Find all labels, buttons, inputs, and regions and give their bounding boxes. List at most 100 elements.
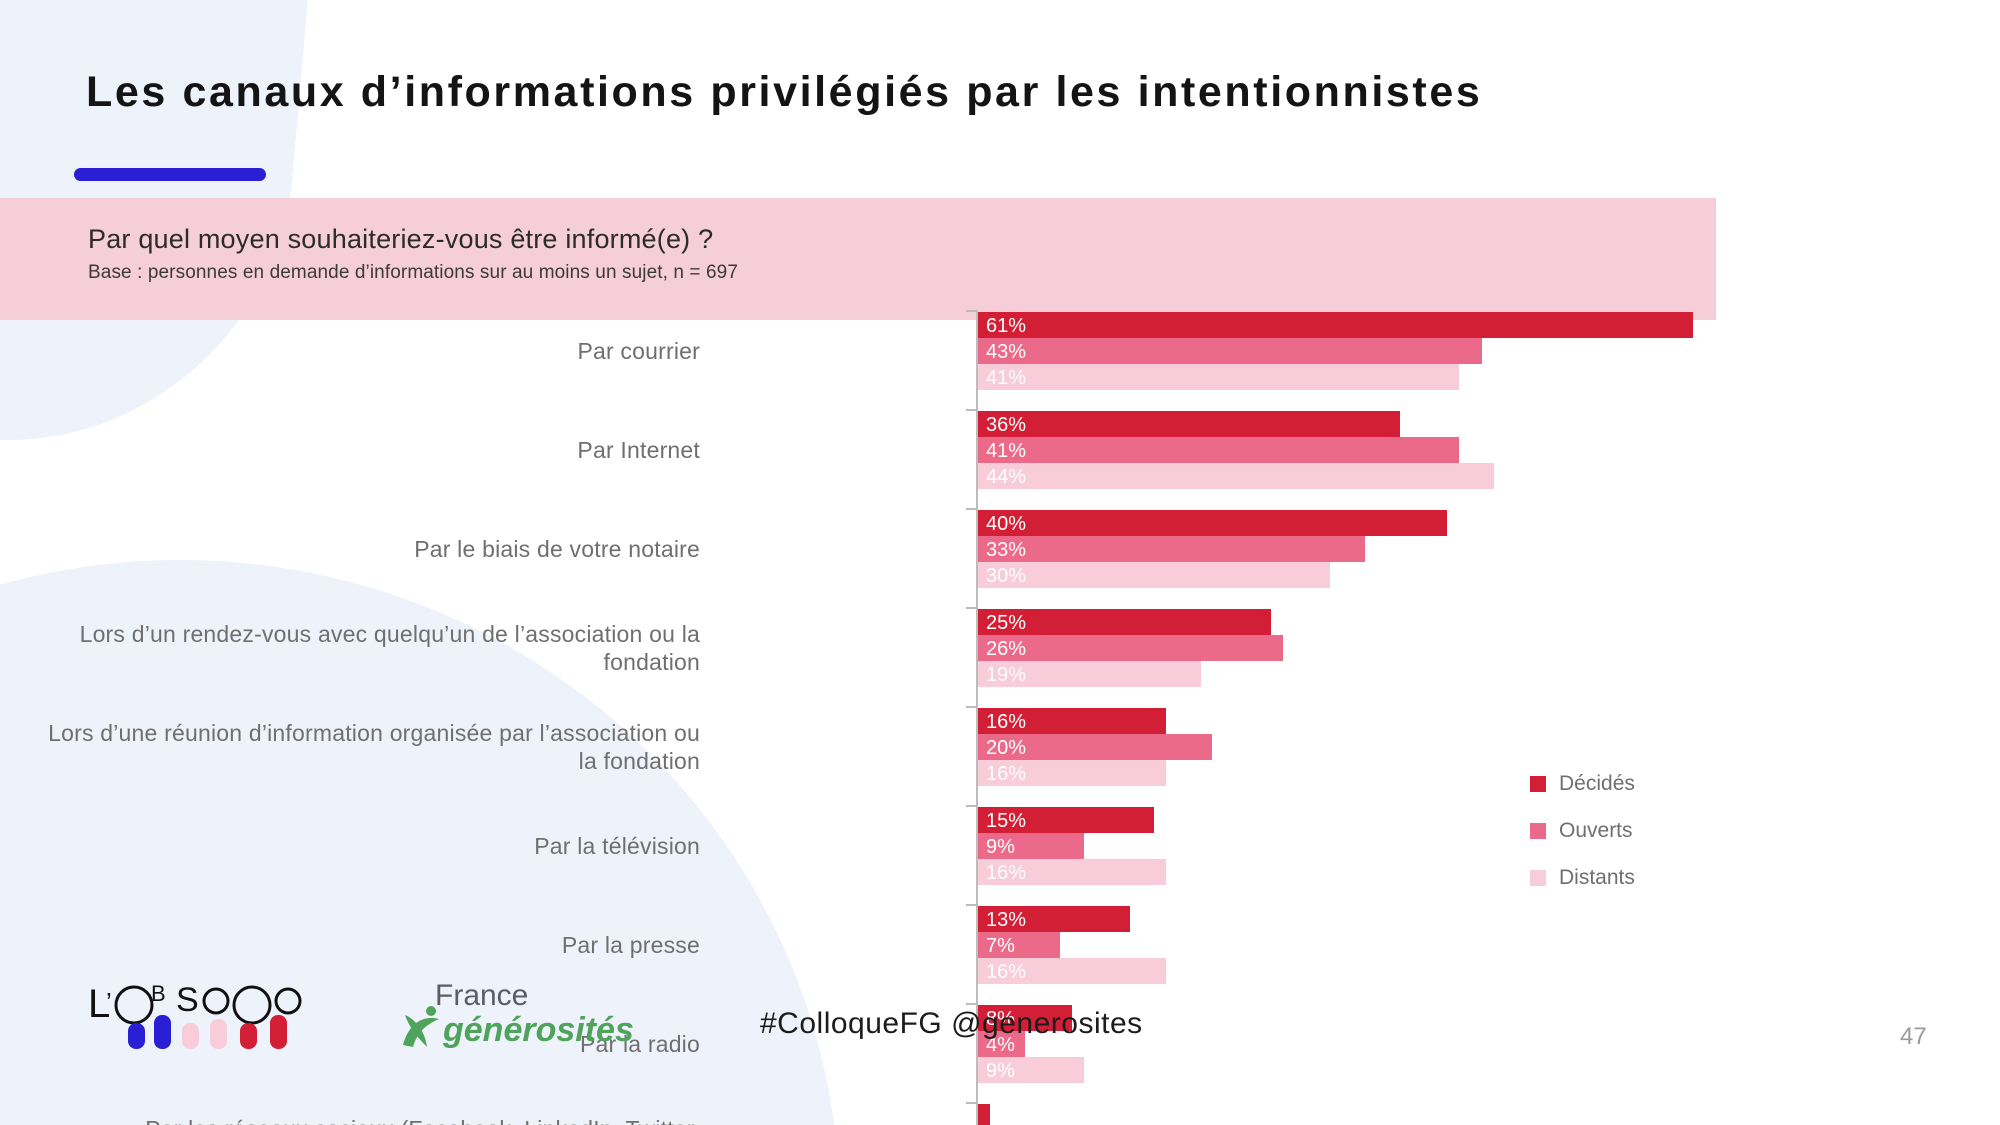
- bar-distants: 16%: [978, 760, 1166, 786]
- bar-value-label: 41%: [986, 367, 1027, 389]
- bar-décidés: 13%: [978, 906, 1131, 932]
- bar-value-label: 43%: [986, 341, 1027, 363]
- bar-value-label: 7%: [986, 935, 1015, 957]
- question-base-text: Base : personnes en demande d’informatio…: [88, 262, 738, 283]
- bar-group: Par les réseaux sociaux (Facebook, Linke…: [0, 1102, 1800, 1125]
- svg-text:L: L: [88, 982, 110, 1026]
- chart-axis-line: [976, 312, 978, 1125]
- bar-décidés: 61%: [978, 312, 1694, 338]
- bar-value-label: 16%: [986, 763, 1027, 785]
- france-generosites-logo: France générosités: [395, 975, 725, 1057]
- title-underline-rule: [74, 168, 266, 181]
- bar-value-label: 44%: [986, 466, 1027, 488]
- bar-group: Par la télévision 15% 9% 16%: [0, 805, 1800, 885]
- bar-value-label: 15%: [986, 810, 1027, 832]
- bar-value-label: 40%: [986, 513, 1027, 535]
- bar-group: Lors d’un rendez-vous avec quelqu’un de …: [0, 607, 1800, 687]
- legend-item[interactable]: Distants: [1530, 854, 1635, 901]
- bar-décidés: 40%: [978, 510, 1447, 536]
- bar-value-label: 36%: [986, 414, 1027, 436]
- bar-value-label: 25%: [986, 612, 1027, 634]
- bar-ouverts: 4%: [978, 1031, 1025, 1057]
- bar-ouverts: 43%: [978, 338, 1483, 364]
- legend-item[interactable]: Ouverts: [1530, 807, 1635, 854]
- bar-ouverts: 41%: [978, 437, 1459, 463]
- bar-value-label: 19%: [986, 664, 1027, 686]
- category-label: Par courrier: [577, 338, 700, 364]
- category-label: Par la télévision: [534, 833, 700, 859]
- page-number: 47: [1900, 1023, 1927, 1050]
- question-text: Par quel moyen souhaiteriez-vous être in…: [88, 224, 714, 254]
- legend-swatch-icon: [1530, 775, 1546, 792]
- bar-value-label: 13%: [986, 909, 1027, 931]
- bar-value-label: 9%: [986, 836, 1015, 858]
- bar-distants: 16%: [978, 859, 1166, 885]
- legend-label: Distants: [1559, 865, 1635, 889]
- bar-décidés: 25%: [978, 609, 1272, 635]
- page-title: Les canaux d’informations privilégiés pa…: [86, 68, 1483, 116]
- bar-distants: 30%: [978, 562, 1330, 588]
- category-label: Par Internet: [577, 437, 700, 463]
- axis-tick: [966, 904, 978, 906]
- bar-décidés: 16%: [978, 708, 1166, 734]
- bar-value-label: 61%: [986, 315, 1027, 337]
- bar-ouverts: 20%: [978, 734, 1213, 760]
- axis-tick: [966, 409, 978, 411]
- bar-distants: 44%: [978, 463, 1494, 489]
- bar-décidés: [978, 1104, 990, 1125]
- svg-text:générosités: générosités: [442, 1011, 634, 1049]
- legend-label: Ouverts: [1559, 818, 1633, 842]
- bar-décidés: 8%: [978, 1005, 1072, 1031]
- bar-group: Par courrier 61% 43% 41%: [0, 310, 1800, 390]
- bar-ouverts: 33%: [978, 536, 1365, 562]
- bar-value-label: 4%: [986, 1034, 1015, 1056]
- bar-distants: 19%: [978, 661, 1201, 687]
- bar-value-label: 26%: [986, 638, 1027, 660]
- bar-value-label: 16%: [986, 862, 1027, 884]
- legend-label: Décidés: [1559, 771, 1635, 795]
- category-label: Lors d’un rendez-vous avec quelqu’un de …: [79, 621, 700, 676]
- bar-chart: Par courrier 61% 43% 41% Par Internet 36% 41% 4…: [0, 310, 1800, 1125]
- bar-value-label: 41%: [986, 440, 1027, 462]
- bar-ouverts: 26%: [978, 635, 1283, 661]
- category-label: Par la radio: [579, 1031, 700, 1057]
- obsoco-logo: L ’ B S: [88, 975, 350, 1055]
- bar-value-label: 16%: [986, 711, 1027, 733]
- bar-ouverts: 7%: [978, 932, 1061, 958]
- bar-value-label: 20%: [986, 737, 1027, 759]
- axis-tick: [966, 607, 978, 609]
- axis-tick: [966, 1102, 978, 1104]
- bar-décidés: 36%: [978, 411, 1401, 437]
- svg-text:’: ’: [106, 987, 112, 1017]
- bar-value-label: 9%: [986, 1060, 1015, 1082]
- axis-tick: [966, 805, 978, 807]
- axis-tick: [966, 310, 978, 312]
- bar-group: Lors d’une réunion d’information organis…: [0, 706, 1800, 786]
- axis-tick: [966, 1003, 978, 1005]
- svg-text:B: B: [151, 981, 166, 1006]
- category-label: Lors d’une réunion d’information organis…: [48, 720, 700, 775]
- bar-group: Par la radio 8% 4% 9%: [0, 1003, 1800, 1083]
- hashtags-text: #ColloqueFG @generosites: [760, 1007, 1143, 1040]
- bar-distants: 41%: [978, 364, 1459, 390]
- axis-tick: [966, 508, 978, 510]
- bar-ouverts: 9%: [978, 833, 1084, 859]
- legend-item[interactable]: Décidés: [1530, 760, 1635, 807]
- bar-group: Par la presse 13% 7% 16%: [0, 904, 1800, 984]
- question-banner: [0, 198, 1716, 320]
- bar-distants: 9%: [978, 1057, 1084, 1083]
- bar-group: Par le biais de votre notaire 40% 33% 30%: [0, 508, 1800, 588]
- category-label: Par la presse: [561, 932, 700, 958]
- bar-décidés: 15%: [978, 807, 1154, 833]
- bar-value-label: 30%: [986, 565, 1027, 587]
- svg-text:France: France: [435, 979, 528, 1012]
- category-label: Par les réseaux sociaux (Facebook, Linke…: [40, 1115, 700, 1125]
- chart-legend: Décidés Ouverts Distants: [1530, 760, 1635, 901]
- axis-tick: [966, 706, 978, 708]
- bar-distants: 16%: [978, 958, 1166, 984]
- svg-text:S: S: [176, 981, 199, 1019]
- bar-group: Par Internet 36% 41% 44%: [0, 409, 1800, 489]
- bar-value-label: 33%: [986, 539, 1027, 561]
- legend-swatch-icon: [1530, 869, 1546, 886]
